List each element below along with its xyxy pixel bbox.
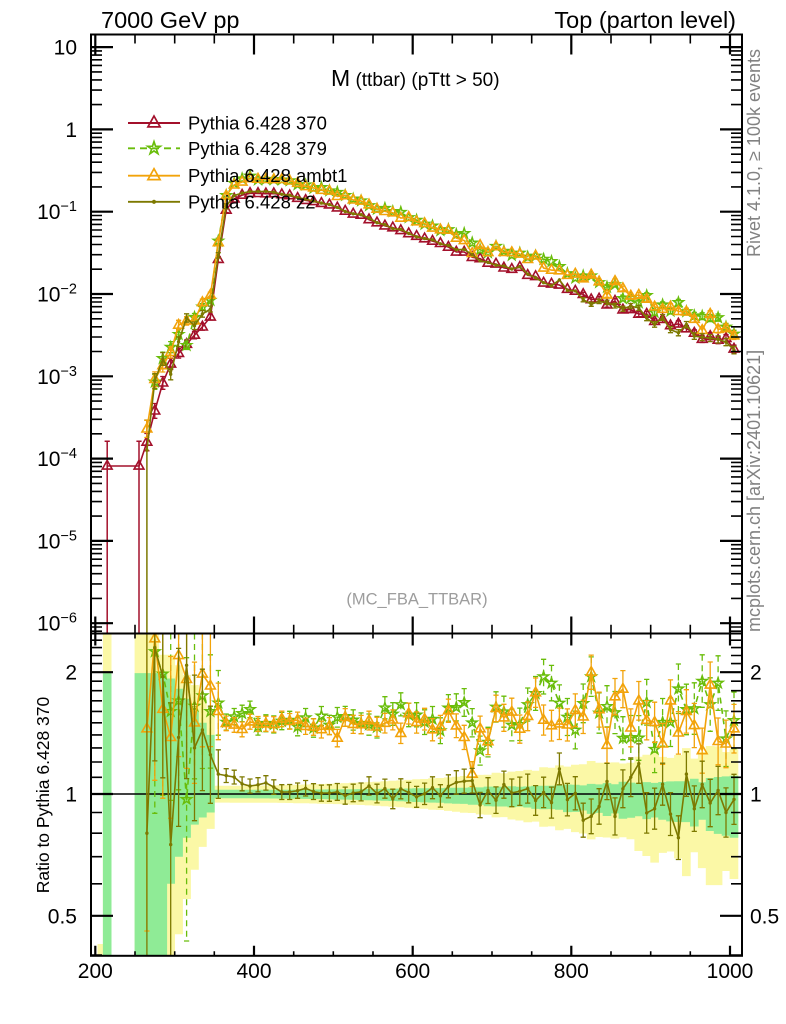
- svg-text:Pythia 6.428 379: Pythia 6.428 379: [188, 138, 327, 159]
- svg-text:0.5: 0.5: [750, 905, 779, 928]
- svg-text:7000 GeV pp: 7000 GeV pp: [101, 7, 240, 33]
- svg-text:2: 2: [65, 662, 77, 685]
- svg-text:10: 10: [54, 37, 77, 60]
- svg-text:1000: 1000: [707, 960, 754, 983]
- svg-text:Pythia 6.428 370: Pythia 6.428 370: [188, 113, 327, 134]
- svg-text:Rivet 4.1.0, ≥ 100k events: Rivet 4.1.0, ≥ 100k events: [744, 49, 764, 257]
- svg-text:Pythia 6.428 z2: Pythia 6.428 z2: [188, 191, 316, 212]
- svg-text:0.5: 0.5: [48, 905, 77, 928]
- svg-text:1: 1: [65, 784, 77, 807]
- svg-text:200: 200: [78, 960, 113, 983]
- svg-text:800: 800: [554, 960, 589, 983]
- svg-text:600: 600: [395, 960, 430, 983]
- svg-text:1: 1: [750, 784, 762, 807]
- svg-text:400: 400: [236, 960, 271, 983]
- svg-text:Top (parton level): Top (parton level): [554, 7, 736, 33]
- svg-text:Pythia 6.428 ambt1: Pythia 6.428 ambt1: [188, 165, 347, 186]
- svg-text:mcplots.cern.ch [arXiv:2401.10: mcplots.cern.ch [arXiv:2401.10621]: [744, 350, 764, 632]
- svg-text:M (ttbar) (pTtt > 50): M (ttbar) (pTtt > 50): [331, 65, 500, 91]
- svg-text:(MC_FBA_TTBAR): (MC_FBA_TTBAR): [346, 591, 487, 609]
- svg-text:2: 2: [750, 662, 762, 685]
- svg-text:Ratio to Pythia 6.428 370: Ratio to Pythia 6.428 370: [33, 696, 53, 893]
- svg-text:1: 1: [65, 119, 77, 142]
